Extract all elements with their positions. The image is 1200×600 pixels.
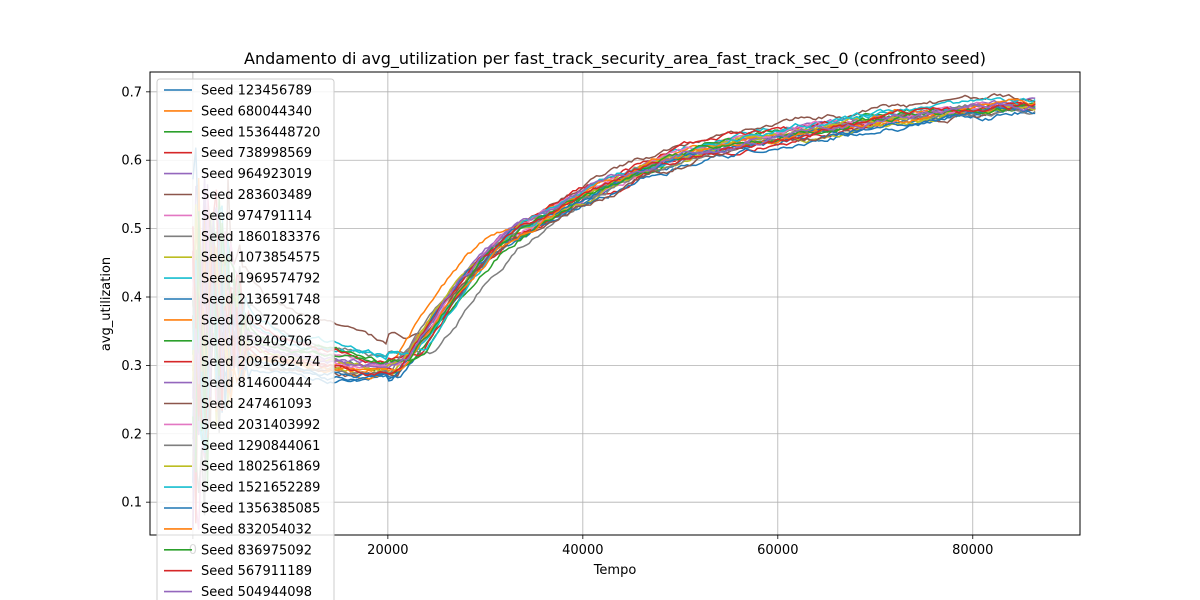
legend-item-label: Seed 567911189 (201, 564, 312, 579)
y-tick-label: 0.1 (121, 496, 142, 511)
legend-item-label: Seed 859409706 (201, 334, 312, 349)
x-tick-label: 20000 (367, 543, 408, 558)
legend-item-label: Seed 680044340 (201, 104, 312, 119)
y-axis: 0.1 0.2 0.3 0.4 0.5 0.6 0.7 (121, 85, 150, 511)
x-axis-label: Tempo (593, 563, 637, 578)
legend-item-label: Seed 1073854575 (201, 251, 320, 266)
legend-item-label: Seed 504944098 (201, 585, 312, 600)
legend-item-label: Seed 2097200628 (201, 313, 320, 328)
legend-item-label: Seed 1290844061 (201, 439, 320, 454)
y-tick-label: 0.3 (121, 359, 142, 374)
legend-box (156, 78, 335, 600)
legend-item-label: Seed 738998569 (201, 146, 312, 161)
series-layer (192, 92, 1036, 530)
chart-title: Andamento di avg_utilization per fast_tr… (244, 49, 986, 69)
legend-item-label: Seed 836975092 (201, 543, 312, 558)
legend-item-label: Seed 1536448720 (201, 125, 320, 140)
legend-item-label: Seed 1860183376 (201, 230, 320, 245)
legend-item-label: Seed 2136591748 (201, 293, 320, 308)
legend-item-label: Seed 123456789 (201, 84, 312, 99)
legend-item-label: Seed 964923019 (201, 167, 312, 182)
legend-item-label: Seed 2091692474 (201, 355, 320, 370)
legend-item-label: Seed 1969574792 (201, 272, 320, 287)
legend-item-label: Seed 1521652289 (201, 481, 320, 496)
legend-item-label: Seed 974791114 (201, 209, 312, 224)
x-tick-label: 60000 (757, 543, 798, 558)
x-tick-label: 80000 (952, 543, 993, 558)
legend-item-label: Seed 1802561869 (201, 460, 320, 475)
legend-item-label: Seed 832054032 (201, 522, 312, 537)
legend-item-label: Seed 2031403992 (201, 418, 320, 433)
y-tick-label: 0.5 (121, 222, 142, 237)
legend-item-label: Seed 814600444 (201, 376, 312, 391)
legend-item-label: Seed 283603489 (201, 188, 312, 203)
y-tick-label: 0.2 (121, 427, 142, 442)
y-tick-label: 0.7 (121, 85, 142, 100)
legend-item-label: Seed 1356385085 (201, 502, 320, 517)
plot-frame (149, 71, 1081, 536)
y-tick-label: 0.4 (121, 291, 142, 306)
y-axis-label: avg_utilization (99, 257, 114, 351)
x-tick-label: 40000 (562, 543, 603, 558)
legend-item-label: Seed 247461093 (201, 397, 312, 412)
y-tick-label: 0.6 (121, 154, 142, 169)
legend: Seed 123456789 Seed 680044340 Seed 1536448… (156, 78, 335, 600)
